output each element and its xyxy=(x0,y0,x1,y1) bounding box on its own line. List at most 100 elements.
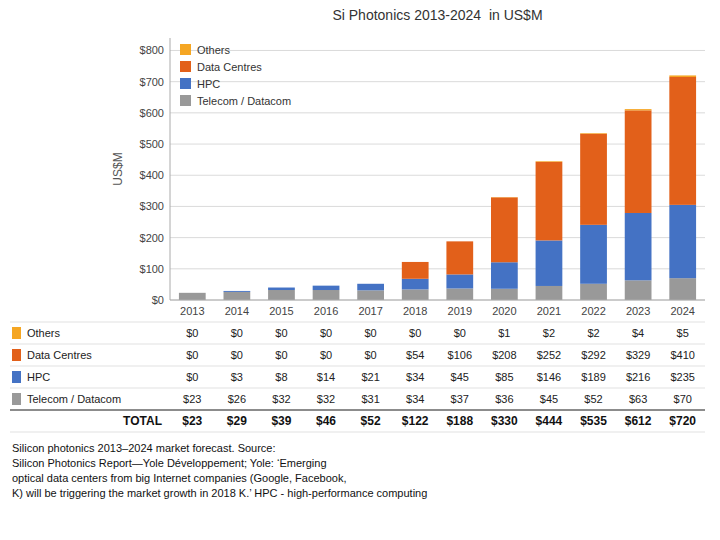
bar-segment xyxy=(580,284,607,300)
table-total: $720 xyxy=(669,414,696,428)
table-rule xyxy=(10,388,705,389)
bar-segment xyxy=(491,197,518,198)
table-cell: $1 xyxy=(498,327,510,339)
bar-segment xyxy=(446,274,473,288)
table-row-label: Data Centres xyxy=(27,349,92,361)
bar-segment xyxy=(669,75,696,77)
table-swatch xyxy=(12,349,21,361)
table-cell: $410 xyxy=(670,349,694,361)
y-tick-label: $200 xyxy=(140,232,164,244)
table-cell: $235 xyxy=(670,371,694,383)
bar-segment xyxy=(669,77,696,205)
bar-segment xyxy=(179,292,206,293)
x-tick-label: 2024 xyxy=(670,305,694,317)
x-tick-label: 2020 xyxy=(492,305,516,317)
bar-segment xyxy=(402,279,429,290)
table-cell: $0 xyxy=(186,349,198,361)
table-row-label: HPC xyxy=(27,371,50,383)
x-tick-label: 2018 xyxy=(403,305,427,317)
table-total: $46 xyxy=(316,414,336,428)
table-rule xyxy=(10,409,705,411)
x-tick-label: 2021 xyxy=(537,305,561,317)
bar-segment xyxy=(179,293,206,300)
bar-segment xyxy=(625,110,652,213)
table-cell: $208 xyxy=(492,349,516,361)
table-rule xyxy=(10,344,705,345)
y-tick-label: $300 xyxy=(140,200,164,212)
table-cell: $0 xyxy=(186,371,198,383)
bar-segment xyxy=(357,283,384,284)
y-tick-label: $800 xyxy=(140,44,164,56)
legend-swatch xyxy=(180,78,191,89)
table-cell: $8 xyxy=(275,371,287,383)
table-cell: $0 xyxy=(186,327,198,339)
caption-line: Silicon Photonics Report—Yole Développem… xyxy=(12,457,327,469)
grid-line xyxy=(170,300,705,301)
table-cell: $32 xyxy=(272,393,290,405)
bar-segment xyxy=(580,133,607,135)
legend-swatch xyxy=(180,44,191,55)
table-total: $39 xyxy=(271,414,291,428)
table-swatch xyxy=(12,393,21,405)
bar-segment xyxy=(179,292,206,293)
table-cell: $0 xyxy=(454,327,466,339)
table-total: $188 xyxy=(446,414,473,428)
bar-segment xyxy=(224,290,251,291)
y-tick-label: $0 xyxy=(152,294,164,306)
y-axis-label: US$M xyxy=(111,152,125,185)
table-cell: $21 xyxy=(361,371,379,383)
bar-segment xyxy=(491,289,518,300)
table-cell: $70 xyxy=(674,393,692,405)
bar-segment xyxy=(625,280,652,300)
bar-segment xyxy=(580,134,607,225)
table-cell: $34 xyxy=(406,393,424,405)
x-tick-label: 2015 xyxy=(269,305,293,317)
table-total: $23 xyxy=(182,414,202,428)
bar-segment xyxy=(313,285,340,286)
bar-segment xyxy=(313,290,340,300)
bar-segment xyxy=(313,285,340,286)
bar-segment xyxy=(268,288,295,290)
table-cell: $0 xyxy=(409,327,421,339)
table-cell: $106 xyxy=(448,349,472,361)
table-cell: $4 xyxy=(632,327,644,339)
title: Si Photonics 2013-2024 in US$M xyxy=(332,7,542,23)
bar-segment xyxy=(268,287,295,288)
bar-segment xyxy=(446,241,473,242)
table-total: $29 xyxy=(227,414,247,428)
caption: Silicon photonics 2013–2024 market forec… xyxy=(12,442,427,499)
table-total-label: TOTAL xyxy=(123,414,162,428)
table-cell: $189 xyxy=(581,371,605,383)
bar-segment xyxy=(402,261,429,262)
table-cell: $0 xyxy=(320,327,332,339)
table-cell: $0 xyxy=(275,327,287,339)
x-tick-label: 2016 xyxy=(314,305,338,317)
table-cell: $0 xyxy=(231,349,243,361)
grid-line xyxy=(170,50,705,51)
x-tick-label: 2023 xyxy=(626,305,650,317)
table-cell: $292 xyxy=(581,349,605,361)
table-cell: $26 xyxy=(228,393,246,405)
table-rule xyxy=(10,432,705,433)
legend-swatch xyxy=(180,95,191,106)
grid-line xyxy=(170,81,705,82)
x-tick-label: 2017 xyxy=(358,305,382,317)
bar-segment xyxy=(536,162,563,241)
table-cell: $252 xyxy=(537,349,561,361)
legend-swatch xyxy=(180,61,191,72)
table-cell: $14 xyxy=(317,371,335,383)
table: Others$0$0$0$0$0$0$0$1$2$2$4$5Data Centr… xyxy=(10,322,705,432)
table-total: $52 xyxy=(361,414,381,428)
table-cell: $0 xyxy=(320,349,332,361)
bar-segment xyxy=(357,284,384,291)
bar-segment xyxy=(313,286,340,290)
bar-segment xyxy=(625,109,652,110)
bar-segment xyxy=(446,288,473,300)
bar-segment xyxy=(625,213,652,280)
bar-segment xyxy=(669,205,696,278)
table-cell: $146 xyxy=(537,371,561,383)
table-cell: $0 xyxy=(365,327,377,339)
legend-label: HPC xyxy=(197,78,220,90)
table-row-label: Telecom / Datacom xyxy=(27,393,121,405)
chart: Si Photonics 2013-2024 in US$MUS$M$0$100… xyxy=(0,0,720,540)
